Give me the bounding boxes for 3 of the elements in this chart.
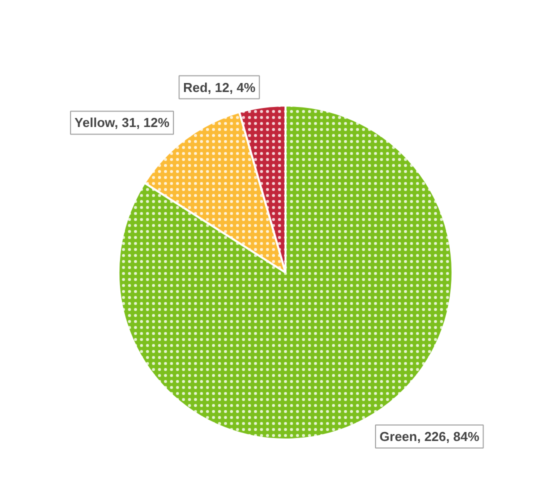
slice-label: Yellow, 31, 12% — [74, 115, 170, 130]
slice-label: Red, 12, 4% — [183, 80, 256, 95]
slice-label: Green, 226, 84% — [380, 428, 480, 444]
